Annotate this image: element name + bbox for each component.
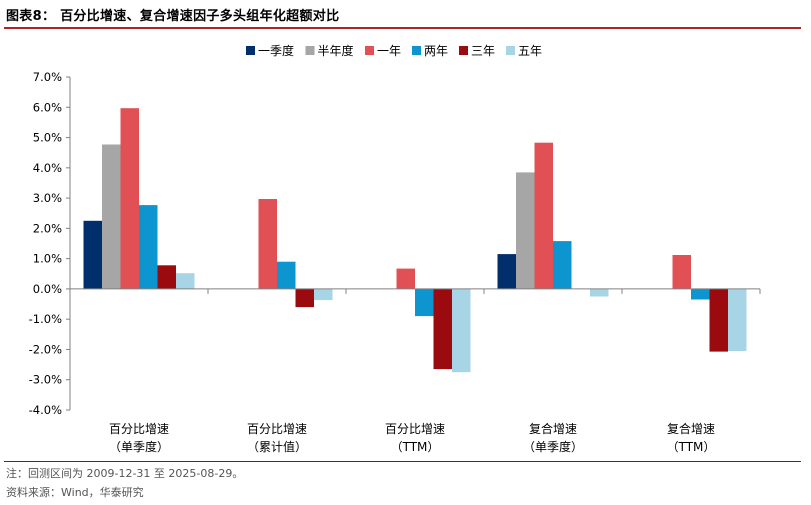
- bar: [728, 288, 747, 351]
- y-tick-label: 2.0%: [33, 221, 62, 235]
- bar: [497, 254, 516, 289]
- y-tick-label: -2.0%: [29, 342, 62, 356]
- legend-label: 两年: [424, 44, 448, 58]
- y-axis: 7.0% 6.0% 5.0% 4.0% 3.0% 2.0% 1.0% 0.0% -1.0% -2.…: [29, 70, 71, 417]
- x-category-label: 百分比增速: [385, 422, 445, 436]
- y-tick-label: 1.0%: [33, 252, 62, 266]
- legend-swatch: [305, 46, 315, 55]
- x-category-label: 复合增速: [529, 421, 577, 436]
- bar: [672, 255, 691, 289]
- legend-label: 三年: [471, 44, 495, 58]
- legend-swatch: [246, 46, 255, 55]
- y-tick-label: 5.0%: [33, 131, 62, 145]
- y-tick-label: 0.0%: [33, 282, 62, 296]
- y-tick-label: -1.0%: [29, 312, 62, 326]
- x-category-label: （TTM）: [667, 440, 716, 454]
- bar: [277, 261, 296, 289]
- bar: [590, 288, 609, 297]
- backtest-period-note: 注：回测区间为 2009-12-31 至 2025-08-29。: [6, 467, 244, 480]
- legend-label: 半年度: [318, 43, 354, 58]
- bar: [433, 288, 452, 370]
- bar: [534, 142, 553, 289]
- bar: [452, 288, 471, 373]
- legend-swatch: [365, 46, 374, 55]
- bar: [176, 273, 195, 289]
- bar: [314, 288, 333, 301]
- bar: [415, 288, 434, 317]
- x-category-label: （TTM）: [391, 440, 440, 454]
- bar-chart: 一季度 半年度 一年 两年 三年 五年 7.0% 6.0% 5.0% 4.0% 3.0% 2.0% 1…: [29, 43, 761, 454]
- y-tick-label: -4.0%: [29, 403, 62, 417]
- title-divider: [4, 27, 801, 29]
- bar: [516, 172, 535, 289]
- x-category-label: 百分比增速: [247, 422, 307, 436]
- legend-label: 一季度: [258, 43, 294, 58]
- footer-divider: [4, 461, 801, 462]
- bar: [258, 199, 277, 289]
- legend-swatch: [412, 46, 421, 55]
- bar: [396, 268, 415, 289]
- chart-title: 图表8： 百分比增速、复合增速因子多头组年化超额对比: [6, 9, 340, 24]
- x-category-label: 百分比增速: [109, 422, 169, 436]
- x-category-label: （累计值）: [247, 439, 307, 454]
- y-tick-label: 3.0%: [33, 191, 62, 205]
- bar: [139, 205, 158, 289]
- bar: [157, 265, 176, 289]
- bar: [120, 108, 139, 289]
- bar: [553, 241, 572, 289]
- x-category-label: （单季度）: [109, 439, 169, 454]
- y-tick-label: 4.0%: [33, 161, 62, 175]
- legend-swatch: [506, 46, 515, 55]
- legend-swatch: [459, 46, 468, 55]
- x-category-label: （单季度）: [523, 439, 583, 454]
- bar-series: [83, 108, 747, 373]
- chart-legend: 一季度 半年度 一年 两年 三年 五年: [246, 43, 542, 58]
- source-note: 资料来源：Wind，华泰研究: [6, 486, 144, 499]
- bar: [83, 220, 102, 289]
- bar: [691, 288, 710, 300]
- x-axis: 百分比增速 （单季度） 百分比增速 （累计值） 百分比增速 （TTM） 复合增速 （单季度） 复…: [69, 288, 761, 454]
- legend-label: 五年: [518, 44, 542, 58]
- bar: [102, 144, 121, 289]
- y-tick-label: -3.0%: [29, 373, 62, 387]
- legend-label: 一年: [377, 44, 401, 58]
- bar: [295, 288, 314, 308]
- bar: [709, 288, 728, 352]
- y-tick-label: 7.0%: [33, 70, 62, 84]
- x-category-label: 复合增速: [667, 421, 715, 436]
- y-tick-label: 6.0%: [33, 100, 62, 114]
